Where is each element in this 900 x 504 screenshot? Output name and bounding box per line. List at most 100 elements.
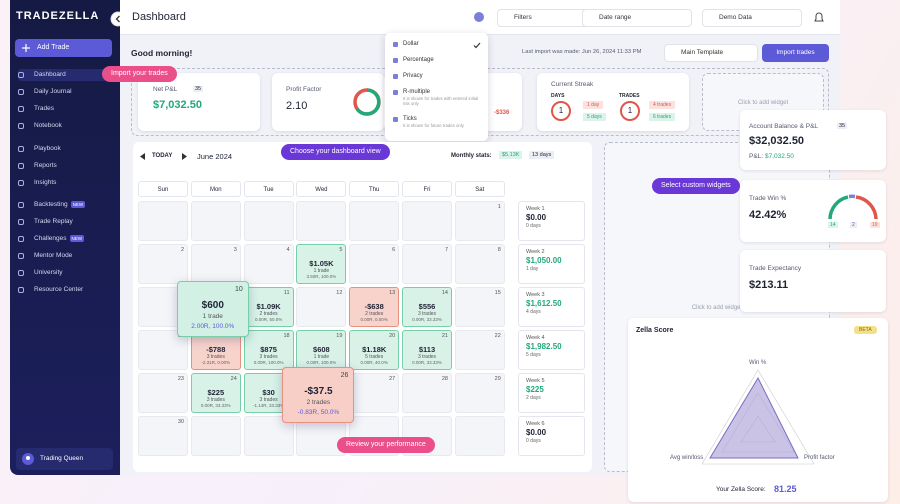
menu-icon: [393, 58, 398, 63]
day-stats: 0.00R, 33.33%: [200, 403, 231, 408]
nav-item[interactable]: Reports: [18, 160, 112, 172]
day-popup[interactable]: 26 -$37.5 2 trades -0.83R, 50.0%: [282, 367, 355, 423]
week-pnl: $1,612.50: [526, 299, 562, 308]
day-cell[interactable]: [402, 201, 452, 241]
nav-item[interactable]: Trade Replay: [18, 216, 112, 228]
day-cell[interactable]: 21 $113 3 trades 0.00R, 33.33%: [402, 330, 452, 370]
hidden-value: -$336: [494, 110, 510, 116]
day-cell[interactable]: 13 -$638 2 trades 0.00R, 0.00%: [349, 287, 400, 327]
nav-item[interactable]: University: [18, 267, 112, 279]
week-summary: Week 1 $0.00 0 days: [518, 201, 585, 241]
popup-stats: -0.83R, 50.0%: [297, 409, 340, 416]
day-number: 7: [444, 247, 448, 253]
day-cell[interactable]: 19 $608 1 trade 0.00R, 100.0%: [296, 330, 347, 370]
week-summary: Week 5 $225 2 days: [518, 373, 585, 413]
day-number: 30: [177, 419, 184, 425]
zella-title: Zella Score: [636, 327, 674, 334]
day-cell[interactable]: 22: [454, 330, 505, 370]
nav-item[interactable]: Playbook: [18, 143, 112, 155]
day-cell[interactable]: 7: [402, 244, 452, 284]
day-cell[interactable]: [190, 416, 241, 456]
menu-item[interactable]: Privacy: [393, 73, 423, 79]
day-cell[interactable]: 6: [349, 244, 400, 284]
bell-icon[interactable]: [813, 11, 825, 24]
nav-item[interactable]: Challenges NEW: [18, 233, 112, 245]
template-select[interactable]: Main Template: [664, 44, 758, 62]
day-cell[interactable]: [190, 201, 241, 241]
day-cell[interactable]: 12: [296, 287, 347, 327]
day-cell[interactable]: 23: [138, 373, 188, 413]
day-number: 15: [494, 290, 501, 296]
account-select[interactable]: Demo Data: [702, 9, 802, 27]
nav-item[interactable]: Backtesting NEW: [18, 199, 112, 211]
day-cell[interactable]: 18 $875 3 trades 0.00R, 100.0%: [243, 330, 294, 370]
day-cell[interactable]: 3: [190, 244, 241, 284]
day-trades: 2 trades: [365, 311, 384, 317]
day-cell[interactable]: 8: [454, 244, 505, 284]
today-button[interactable]: TODAY: [152, 153, 173, 159]
day-number: 13: [389, 290, 396, 296]
day-cell[interactable]: 1: [454, 201, 505, 241]
nav-item[interactable]: Insights: [18, 177, 112, 189]
week-days: 0 days: [526, 438, 541, 444]
nav-item[interactable]: Resource Center: [18, 284, 112, 296]
user-button[interactable]: Trading Queen: [16, 448, 113, 470]
day-stats: 0.00R, 33.33%: [412, 317, 442, 322]
streak-trades: 1: [620, 101, 640, 121]
day-cell[interactable]: 14 $556 3 trades 0.00R, 33.33%: [402, 287, 452, 327]
nav-label: Mentor Mode: [34, 252, 73, 259]
day-cell[interactable]: 15: [454, 287, 505, 327]
day-cell[interactable]: 27: [349, 373, 400, 413]
day-cell[interactable]: 11 $1.09K 2 trades 0.00R, 50.0%: [243, 287, 294, 327]
day-cell[interactable]: 2: [138, 244, 188, 284]
menu-item[interactable]: R-multiple It is shown for trades with en…: [393, 89, 481, 106]
day-cell[interactable]: [454, 416, 505, 456]
next-month[interactable]: [182, 153, 188, 160]
day-number: 1: [497, 204, 501, 210]
day-cell[interactable]: 5 $1.05K 1 trade 3.50R, 100.0%: [296, 244, 347, 284]
day-number: 6: [392, 247, 396, 253]
add-trade-button[interactable]: Add Trade: [15, 39, 112, 57]
day-cell[interactable]: [243, 201, 294, 241]
day-cell[interactable]: [296, 201, 347, 241]
axis-profit-factor: Profit factor: [804, 455, 835, 461]
day-stats: -2.31R, 0.00%: [201, 360, 231, 365]
nav-item[interactable]: Dashboard: [18, 69, 112, 81]
day-stats: 0.00R, 33.33%: [412, 360, 442, 365]
menu-item[interactable]: Dollar: [393, 41, 419, 47]
zella-card: Zella Score BETA Win % Profit factor Avg…: [628, 318, 888, 502]
day-pnl: -$788: [206, 345, 226, 354]
nav-item[interactable]: Mentor Mode: [18, 250, 112, 262]
date-range[interactable]: Date range: [582, 9, 692, 27]
menu-item[interactable]: Percentage: [393, 57, 434, 63]
day-popup[interactable]: 10 $600 1 trade 2.00R, 100.0%: [176, 281, 249, 337]
day-trades: 1 trade: [313, 354, 330, 360]
net-pnl-value: $7,032.50: [153, 99, 202, 111]
day-trades: 3 trades: [417, 311, 437, 317]
greeting: Good morning!: [131, 48, 193, 58]
streak-label: Current Streak: [551, 81, 594, 88]
month-title: June 2024: [197, 152, 233, 161]
import-button[interactable]: Import trades: [762, 44, 829, 62]
day-pnl: -$638: [364, 302, 384, 311]
nav-item[interactable]: Notebook: [18, 120, 112, 132]
day-cell[interactable]: 30: [138, 416, 188, 456]
nav-item[interactable]: Daily Journal: [18, 86, 112, 98]
day-cell[interactable]: 20 $1.18K 5 trades 0.00R, 40.0%: [349, 330, 400, 370]
popup-pnl: $600: [201, 300, 224, 311]
callout-view: Choose your dashboard view: [281, 144, 390, 160]
day-cell[interactable]: [349, 201, 400, 241]
nav-item[interactable]: Trades: [18, 103, 112, 115]
nav-label: Daily Journal: [34, 88, 72, 95]
prev-month[interactable]: [140, 153, 146, 160]
day-cell[interactable]: 29: [454, 373, 505, 413]
day-cell[interactable]: 28: [402, 373, 452, 413]
day-cell[interactable]: 4: [243, 244, 294, 284]
day-cell[interactable]: 24 $225 3 trades 0.00R, 33.33%: [190, 373, 241, 413]
nav-label: Notebook: [34, 122, 62, 129]
day-cell[interactable]: [138, 201, 188, 241]
menu-item[interactable]: Ticks It is shown for future trades only: [393, 116, 481, 128]
zella-score: 81.25: [774, 484, 797, 494]
nav-icon: [18, 270, 24, 276]
profile-icon[interactable]: [474, 12, 484, 22]
